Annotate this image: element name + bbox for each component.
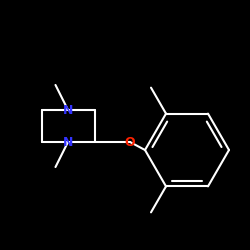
Text: N: N bbox=[63, 136, 73, 148]
Text: O: O bbox=[125, 136, 135, 148]
Text: N: N bbox=[63, 104, 73, 117]
